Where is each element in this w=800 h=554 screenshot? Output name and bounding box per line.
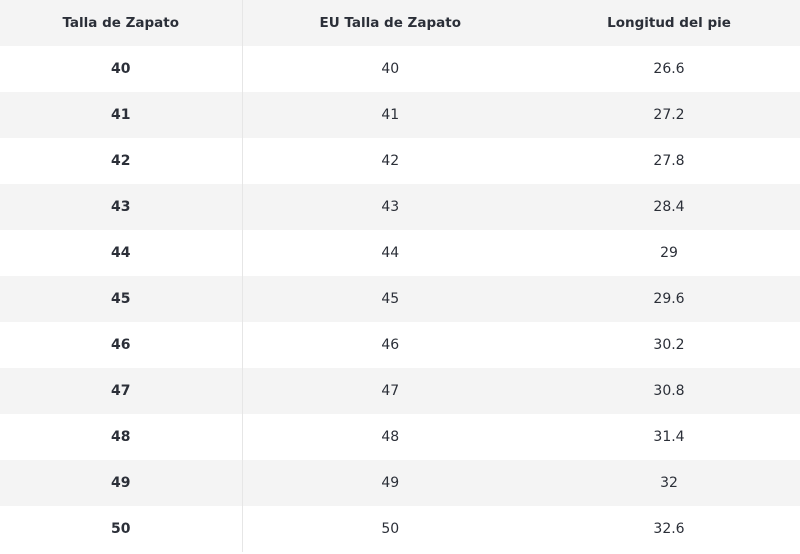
table-cell: 45 [0, 276, 243, 322]
table-cell: 48 [0, 414, 243, 460]
table-cell: 41 [242, 92, 538, 138]
table-cell: 46 [242, 322, 538, 368]
table-cell: 30.2 [538, 322, 800, 368]
table-cell: 49 [0, 460, 243, 506]
table-cell: 43 [242, 184, 538, 230]
table-cell: 32.6 [538, 506, 800, 552]
table-row: 45 45 29.6 [0, 276, 800, 322]
header-cell: Talla de Zapato [0, 0, 243, 46]
table-header: Talla de Zapato EU Talla de Zapato Longitu… [0, 0, 800, 46]
table-row: 47 47 30.8 [0, 368, 800, 414]
table-row: 46 46 30.2 [0, 322, 800, 368]
header-row: Talla de Zapato EU Talla de Zapato Longitu… [0, 0, 800, 46]
table-cell: 29.6 [538, 276, 800, 322]
table-row: 43 43 28.4 [0, 184, 800, 230]
table-cell: 40 [242, 46, 538, 92]
table-cell: 42 [242, 138, 538, 184]
table-cell: 30.8 [538, 368, 800, 414]
table-cell: 44 [242, 230, 538, 276]
table-cell: 47 [0, 368, 243, 414]
table-cell: 49 [242, 460, 538, 506]
table-row: 40 40 26.6 [0, 46, 800, 92]
table-cell: 45 [242, 276, 538, 322]
table-cell: 41 [0, 92, 243, 138]
table-cell: 50 [0, 506, 243, 552]
table-body: 40 40 26.6 41 41 27.2 42 42 27.8 43 43 28.4 44 44 29 45… [0, 46, 800, 552]
table-cell: 47 [242, 368, 538, 414]
table-cell: 42 [0, 138, 243, 184]
table-cell: 32 [538, 460, 800, 506]
header-cell: Longitud del pie [538, 0, 800, 46]
table-cell: 31.4 [538, 414, 800, 460]
table-cell: 29 [538, 230, 800, 276]
table-cell: 26.6 [538, 46, 800, 92]
table-row: 49 49 32 [0, 460, 800, 506]
table-cell: 50 [242, 506, 538, 552]
header-cell: EU Talla de Zapato [242, 0, 538, 46]
table-cell: 43 [0, 184, 243, 230]
table-row: 41 41 27.2 [0, 92, 800, 138]
table-row: 44 44 29 [0, 230, 800, 276]
table-row: 42 42 27.8 [0, 138, 800, 184]
table-row: 50 50 32.6 [0, 506, 800, 552]
table-cell: 28.4 [538, 184, 800, 230]
table-cell: 48 [242, 414, 538, 460]
table-cell: 44 [0, 230, 243, 276]
table-cell: 27.2 [538, 92, 800, 138]
table-row: 48 48 31.4 [0, 414, 800, 460]
table-cell: 40 [0, 46, 243, 92]
table-cell: 46 [0, 322, 243, 368]
table-cell: 27.8 [538, 138, 800, 184]
